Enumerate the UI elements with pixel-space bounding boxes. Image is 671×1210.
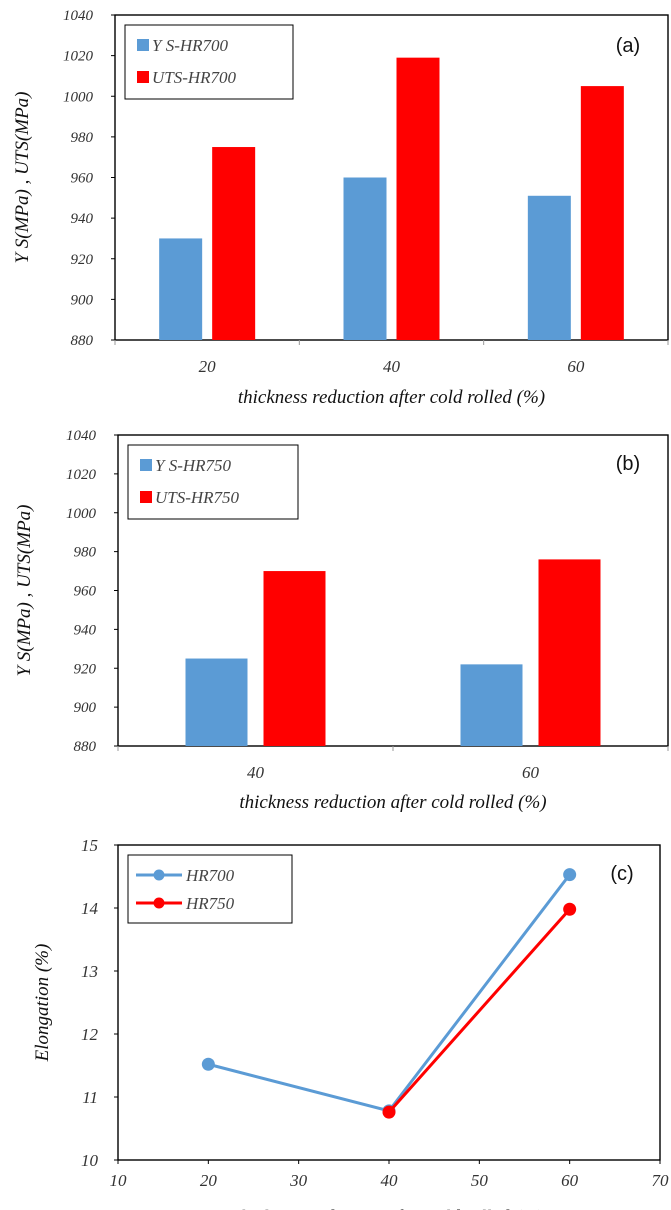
panel-label-0: (a) (616, 35, 640, 57)
x-tick-label-2-4: 50 (471, 1171, 489, 1190)
y-tick-label-1-0: 880 (74, 739, 97, 755)
x-tick-label-1-1: 60 (522, 763, 540, 782)
y-tick-label-0-0: 880 (71, 333, 94, 349)
y-tick-label-1-4: 960 (74, 584, 97, 600)
legend-entry-1-1: UTS-HR750 (155, 488, 240, 507)
y-axis-label-0: Y S(MPa) , UTS(MPa) (12, 91, 33, 263)
x-axis-label-2: thickness reduction after cold rolled (%… (235, 1207, 542, 1210)
bar-chart-0: 880 900 920 940 960 980 1000 1020 1040 20 40 60 Y S-… (12, 8, 669, 408)
y-tick-label-1-6: 1000 (66, 506, 97, 522)
y-tick-label-0-6: 1000 (63, 89, 94, 105)
x-axis-label-1: thickness reduction after cold rolled (%… (239, 792, 546, 813)
point-HR750-60 (563, 902, 577, 916)
legend-swatch-1-0 (140, 459, 152, 471)
y-tick-label-0-8: 1040 (63, 8, 94, 24)
point-HR700-20 (201, 1057, 215, 1071)
x-tick-label-0-2: 60 (567, 357, 585, 376)
y-tick-label-1-3: 940 (74, 622, 97, 638)
y-tick-label-1-7: 1020 (66, 467, 97, 483)
x-tick-label-2-6: 70 (652, 1171, 670, 1190)
y-tick-label-2-4: 14 (81, 899, 99, 918)
legend-swatch-marker-2-0 (153, 869, 165, 881)
x-tick-label-2-3: 40 (381, 1171, 399, 1190)
x-tick-label-2-0: 10 (110, 1171, 128, 1190)
bar-0-YS-HR700-20 (159, 238, 203, 340)
legend-entry-0-1: UTS-HR700 (152, 68, 237, 87)
x-tick-label-2-2: 30 (289, 1171, 308, 1190)
y-tick-label-2-1: 11 (82, 1088, 98, 1107)
bar-0-UTS-HR700-60 (580, 86, 624, 340)
panel-label-2: (c) (610, 863, 633, 885)
y-tick-label-0-3: 940 (71, 211, 94, 227)
bar-0-UTS-HR700-40 (396, 57, 440, 340)
panel-label-1: (b) (616, 453, 640, 475)
x-tick-label-2-1: 20 (200, 1171, 218, 1190)
legend-entry-2-1: HR750 (185, 894, 235, 913)
legend-box-1 (127, 444, 299, 520)
y-axis-label-1: Y S(MPa) , UTS(MPa) (14, 504, 35, 676)
bar-0-YS-HR700-40 (343, 177, 387, 340)
legend-box-2 (127, 854, 293, 924)
bar-1-YS-HR750-40 (185, 658, 248, 746)
x-tick-label-2-5: 60 (561, 1171, 579, 1190)
legend-swatch-0-0 (137, 39, 149, 51)
legend-entry-2-0: HR700 (185, 866, 235, 885)
bar-0-YS-HR700-60 (527, 195, 571, 340)
point-HR750-40 (382, 1105, 396, 1119)
legend-entry-0-0: Y S-HR700 (152, 36, 229, 55)
legend-entry-1-0: Y S-HR750 (155, 456, 232, 475)
y-tick-label-2-2: 12 (81, 1025, 99, 1044)
bar-1-UTS-HR750-60 (538, 559, 601, 746)
bar-1-YS-HR750-60 (460, 664, 523, 746)
y-tick-label-2-5: 15 (81, 836, 98, 855)
y-tick-label-1-1: 900 (74, 700, 97, 716)
x-axis-label-0: thickness reduction after cold rolled (%… (238, 387, 545, 408)
y-tick-label-1-8: 1040 (66, 428, 97, 444)
y-tick-label-0-1: 900 (71, 292, 94, 308)
series-line-HR750 (387, 908, 571, 1114)
legend-swatch-1-1 (140, 491, 152, 503)
y-tick-label-1-5: 980 (74, 545, 97, 561)
y-tick-label-0-7: 1020 (63, 49, 94, 65)
y-tick-label-2-0: 10 (81, 1151, 99, 1170)
bar-1-UTS-HR750-40 (263, 571, 326, 746)
x-tick-label-0-1: 40 (383, 357, 401, 376)
legend-box-0 (124, 24, 294, 100)
legend-swatch-0-1 (137, 71, 149, 83)
y-tick-label-0-2: 920 (71, 252, 94, 268)
y-tick-label-0-4: 960 (71, 171, 94, 187)
bar-chart-1: 880 900 920 940 960 980 1000 1020 1040 40 60 Y S-HR… (14, 428, 669, 813)
x-tick-label-0-0: 20 (199, 357, 217, 376)
y-axis-label-2: Elongation (%) (32, 944, 53, 1063)
y-tick-label-1-2: 920 (74, 661, 97, 677)
x-tick-label-1-0: 40 (247, 763, 265, 782)
line-chart-2: 10 11 12 13 14 15 10 20 30 40 50 60 70 HR700 HR750 (c) t… (32, 836, 669, 1210)
legend-swatch-marker-2-1 (153, 897, 165, 909)
bar-0-UTS-HR700-20 (212, 147, 256, 340)
y-tick-label-0-5: 980 (71, 130, 94, 146)
y-tick-label-2-3: 13 (81, 962, 98, 981)
point-HR700-60 (563, 868, 577, 882)
